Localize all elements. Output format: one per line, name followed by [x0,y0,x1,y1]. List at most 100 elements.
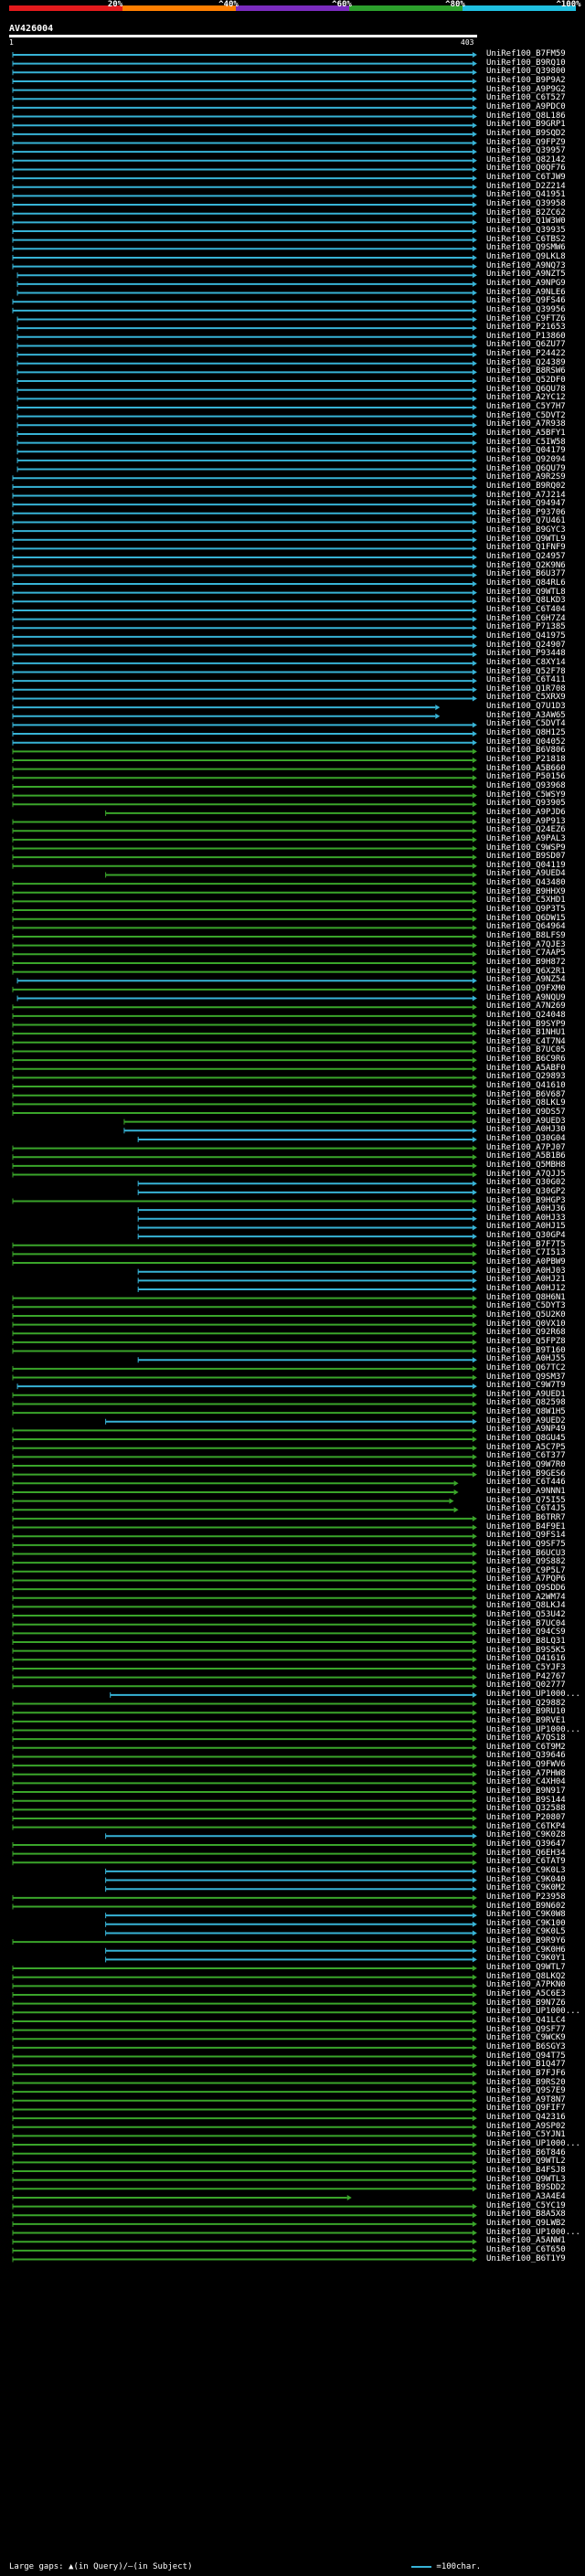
hit-label-link[interactable]: UniRef100_Q43480 [486,878,566,888]
hit-label-link[interactable]: UniRef100_A7J214 [486,490,566,500]
hit-label-link[interactable]: UniRef100_C6T650 [486,2244,566,2254]
hit-label-link[interactable]: UniRef100_B8A5X8 [486,2210,566,2220]
hit-label-link[interactable]: UniRef100_Q82142 [486,154,566,164]
hit-label-link[interactable]: UniRef100_A9UED2 [486,1415,566,1426]
hit-label-link[interactable]: UniRef100_B9S5K5 [486,1645,566,1655]
hit-label-link[interactable]: UniRef100_UP1000... [486,2227,580,2237]
hit-label-link[interactable]: UniRef100_Q9WTL9 [486,534,566,544]
hit-label-link[interactable]: UniRef100_B9N917 [486,1786,566,1797]
hit-label-link[interactable]: UniRef100_Q30GP4 [486,1231,566,1241]
hit-label-link[interactable]: UniRef100_A5C7P5 [486,1442,566,1452]
hit-label-link[interactable]: UniRef100_Q9DS57 [486,1108,566,1117]
hit-label-link[interactable]: UniRef100_B7FM59 [486,49,566,58]
hit-label-link[interactable]: UniRef100_UP1000... [486,2139,580,2149]
hit-label-link[interactable]: UniRef100_B7F7T5 [486,1239,566,1249]
hit-label-link[interactable]: UniRef100_Q30G02 [486,1178,566,1188]
hit-label-link[interactable]: UniRef100_B9RVE1 [486,1715,566,1725]
hit-label-link[interactable]: UniRef100_C9K0W8 [486,1910,566,1920]
hit-label-link[interactable]: UniRef100_D2Z214 [486,181,566,191]
hit-label-link[interactable]: UniRef100_Q24048 [486,1010,566,1020]
hit-label-link[interactable]: UniRef100_A3AW65 [486,710,566,720]
hit-label-link[interactable]: UniRef100_Q39956 [486,304,566,314]
hit-label-link[interactable]: UniRef100_B9RU10 [486,1707,566,1717]
hit-label-link[interactable]: UniRef100_B2ZC62 [486,207,566,217]
hit-label-link[interactable]: UniRef100_A9PJD6 [486,807,566,817]
hit-label-link[interactable]: UniRef100_A5C6E3 [486,1989,566,1998]
hit-label-link[interactable]: UniRef100_Q94CS9 [486,1627,566,1638]
hit-label-link[interactable]: UniRef100_Q9FS14 [486,1531,566,1541]
hit-label-link[interactable]: UniRef100_C9FTZ6 [486,313,566,323]
hit-label-link[interactable]: UniRef100_B4FSJ8 [486,2166,566,2175]
hit-label-link[interactable]: UniRef100_Q29893 [486,1072,566,1082]
hit-label-link[interactable]: UniRef100_A0HJ36 [486,1204,566,1214]
hit-label-link[interactable]: UniRef100_P13860 [486,331,566,341]
hit-label-link[interactable]: UniRef100_UP1000... [486,1689,580,1699]
hit-label-link[interactable]: UniRef100_Q82598 [486,1398,566,1408]
hit-label-link[interactable]: UniRef100_A7R938 [486,419,566,429]
hit-label-link[interactable]: UniRef100_Q6EH34 [486,1848,566,1858]
hit-label-link[interactable]: UniRef100_Q41LC4 [486,2015,566,2025]
hit-label-link[interactable]: UniRef100_Q94T75 [486,2051,566,2061]
hit-label-link[interactable]: UniRef100_B9R9Y6 [486,1936,566,1946]
hit-label-link[interactable]: UniRef100_C9K0Z8 [486,1830,566,1840]
hit-label-link[interactable]: UniRef100_Q52F78 [486,666,566,676]
hit-label-link[interactable]: UniRef100_Q93905 [486,799,566,809]
hit-label-link[interactable]: UniRef100_A7PKN0 [486,1980,566,1990]
hit-label-link[interactable]: UniRef100_A0HJ15 [486,1222,566,1232]
hit-label-link[interactable]: UniRef100_A9SP02 [486,2121,566,2131]
hit-label-link[interactable]: UniRef100_P20807 [486,1813,566,1822]
hit-label-link[interactable]: UniRef100_Q9S7E9 [486,2086,566,2096]
hit-label-link[interactable]: UniRef100_Q9FXM0 [486,983,566,993]
hit-label-link[interactable]: UniRef100_Q04052 [486,737,566,747]
hit-label-link[interactable]: UniRef100_Q39958 [486,199,566,209]
hit-label-link[interactable]: UniRef100_Q5MBH8 [486,1160,566,1170]
hit-label-link[interactable]: UniRef100_B6V687 [486,1089,566,1099]
hit-label-link[interactable]: UniRef100_C6T377 [486,1451,566,1461]
hit-label-link[interactable]: UniRef100_Q39957 [486,146,566,156]
hit-label-link[interactable]: UniRef100_B9GRP1 [486,120,566,130]
hit-label-link[interactable]: UniRef100_B9SYP9 [486,1019,566,1029]
hit-label-link[interactable]: UniRef100_P23958 [486,1892,566,1902]
hit-label-link[interactable]: UniRef100_Q1W3W0 [486,217,566,227]
hit-label-link[interactable]: UniRef100_B6SGY3 [486,2041,566,2051]
hit-label-link[interactable]: UniRef100_Q9LWB2 [486,2218,566,2228]
hit-label-link[interactable]: UniRef100_Q9SMW6 [486,243,566,253]
hit-label-link[interactable]: UniRef100_A9R2S9 [486,472,566,482]
hit-label-link[interactable]: UniRef100_Q41951 [486,190,566,200]
hit-label-link[interactable]: UniRef100_Q52DF0 [486,376,566,386]
hit-label-link[interactable]: UniRef100_A7QJE3 [486,939,566,949]
hit-label-link[interactable]: UniRef100_A9UED3 [486,1116,566,1126]
hit-label-link[interactable]: UniRef100_Q32588 [486,1804,566,1814]
hit-label-link[interactable]: UniRef100_P24422 [486,349,566,359]
hit-label-link[interactable]: UniRef100_Q39935 [486,226,566,235]
hit-label-link[interactable]: UniRef100_C4XH04 [486,1777,566,1787]
hit-label-link[interactable]: UniRef100_C5YC19 [486,2200,566,2210]
hit-label-link[interactable]: UniRef100_Q30G04 [486,1133,566,1143]
hit-label-link[interactable]: UniRef100_A9PAL3 [486,833,566,843]
hit-label-link[interactable]: UniRef100_B6T1Y9 [486,2253,566,2263]
hit-label-link[interactable]: UniRef100_C9K100 [486,1918,566,1928]
hit-label-link[interactable]: UniRef100_B9SD07 [486,852,566,862]
hit-label-link[interactable]: UniRef100_C9K0M2 [486,1883,566,1893]
hit-label-link[interactable]: UniRef100_C6T4J5 [486,1504,566,1514]
hit-label-link[interactable]: UniRef100_A9UED4 [486,869,566,879]
hit-label-link[interactable]: UniRef100_Q7U1D3 [486,702,566,712]
hit-label-link[interactable]: UniRef100_A7PQP6 [486,1574,566,1585]
hit-label-link[interactable]: UniRef100_A7PHW8 [486,1768,566,1778]
hit-label-link[interactable]: UniRef100_B9T160 [486,1345,566,1355]
hit-label-link[interactable]: UniRef100_UP1000... [486,2007,580,2017]
hit-label-link[interactable]: UniRef100_C9K040 [486,1874,566,1884]
hit-label-link[interactable]: UniRef100_Q53U42 [486,1610,566,1620]
hit-label-link[interactable]: UniRef100_Q24907 [486,640,566,650]
hit-label-link[interactable]: UniRef100_B7UC05 [486,1045,566,1055]
hit-label-link[interactable]: UniRef100_A9NP49 [486,1425,566,1435]
hit-label-link[interactable]: UniRef100_Q29882 [486,1698,566,1708]
hit-label-link[interactable]: UniRef100_C7I513 [486,1248,566,1258]
hit-label-link[interactable]: UniRef100_Q9P3T5 [486,905,566,915]
hit-label-link[interactable]: UniRef100_C5YJN1 [486,2130,566,2140]
hit-label-link[interactable]: UniRef100_Q2K9N6 [486,560,566,570]
hit-label-link[interactable]: UniRef100_Q41975 [486,631,566,641]
hit-label-link[interactable]: UniRef100_A9NNN1 [486,1486,566,1496]
hit-label-link[interactable]: UniRef100_Q39647 [486,1839,566,1849]
hit-label-link[interactable]: UniRef100_A9UED1 [486,1389,566,1399]
